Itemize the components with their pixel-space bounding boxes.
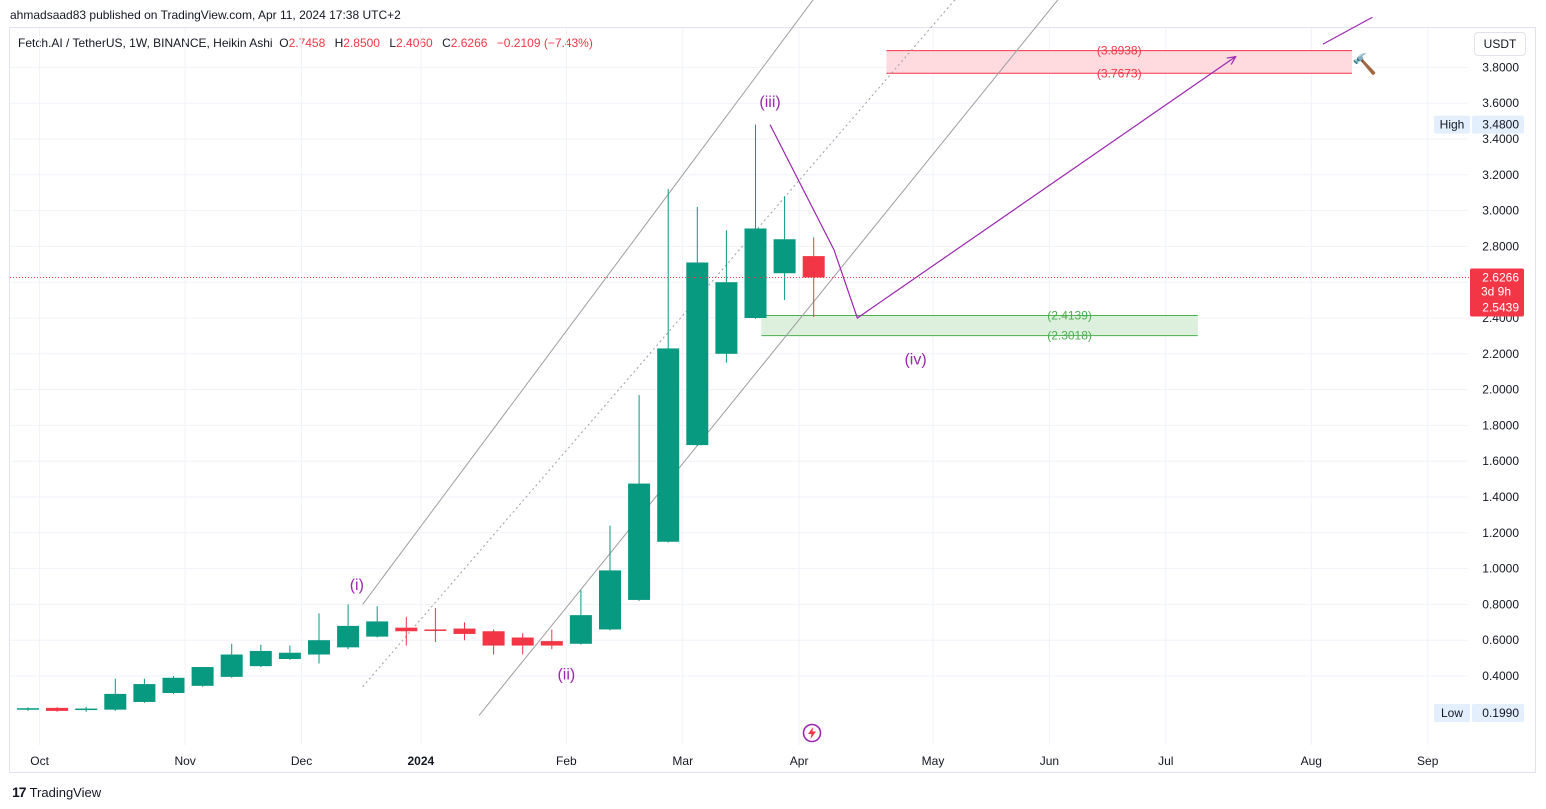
published-line: ahmadsaad83 published on TradingView.com… [10,8,401,22]
hammer-icon: 🔨 [1352,54,1377,76]
high-value: 2.8500 [343,36,380,50]
symbol-legend: Fetch.AI / TetherUS, 1W, BINANCE, Heikin… [18,36,599,50]
currency-button[interactable]: USDT [1474,32,1526,56]
close-value: 2.6266 [450,36,488,50]
footer-brand-name: TradingView [29,784,102,800]
change-value: −0.2109 (−7.43%) [496,36,593,50]
chart-frame[interactable] [9,27,1536,773]
low-value: 2.4060 [396,36,433,50]
close-label: C [442,36,451,50]
high-label: H [334,36,344,50]
open-value: 2.7458 [288,36,326,50]
footer-brand: 17 TradingView [12,784,101,800]
lightning-icon[interactable] [802,723,822,743]
symbol-name[interactable]: Fetch.AI / TetherUS, 1W, BINANCE, Heikin… [18,36,273,50]
tradingview-logo-icon: 17 [12,784,27,800]
open-label: O [279,36,289,50]
low-label: L [389,36,397,50]
